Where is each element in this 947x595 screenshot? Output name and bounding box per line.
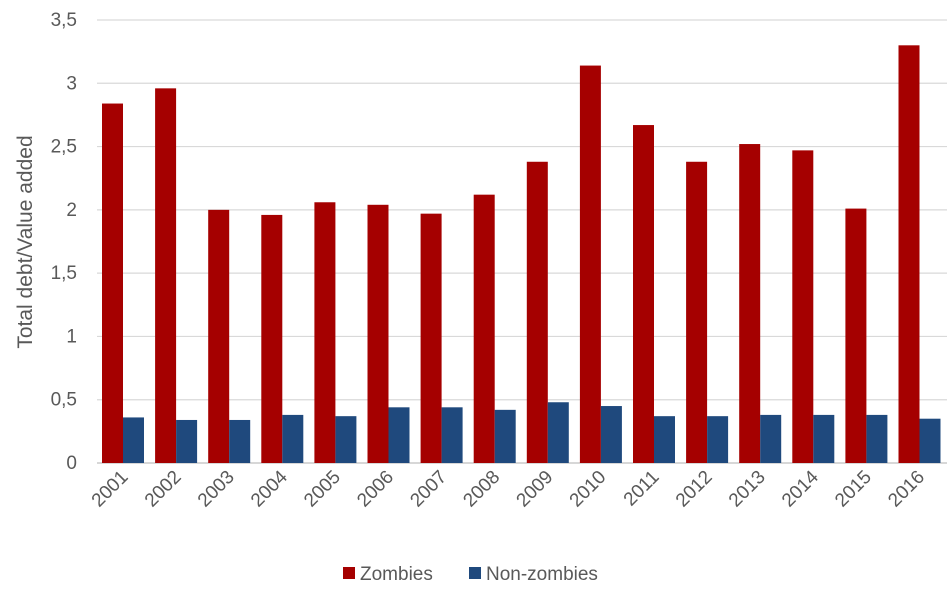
x-tick-label: 2012 <box>672 467 717 512</box>
bar-non-zombies-2012 <box>707 416 729 463</box>
x-tick-label: 2013 <box>725 467 770 512</box>
bar-zombies-2006 <box>367 204 389 463</box>
x-tick-label: 2016 <box>884 467 929 512</box>
bar-zombies-2011 <box>633 125 654 463</box>
bar-non-zombies-2010 <box>600 406 622 463</box>
x-tick-label: 2001 <box>88 467 133 512</box>
legend-swatch-zombies <box>343 567 355 579</box>
bar-zombies-2002 <box>155 88 177 463</box>
bar-zombies-2008 <box>473 194 495 463</box>
y-tick-label: 3 <box>66 73 77 94</box>
y-tick-label: 1,5 <box>51 263 77 284</box>
bar-non-zombies-2009 <box>547 402 569 463</box>
bar-non-zombies-2004 <box>282 414 304 463</box>
y-axis-title: Total debt/Value added <box>14 135 37 348</box>
x-tick-label: 2005 <box>300 467 345 512</box>
bar-non-zombies-2006 <box>388 407 410 463</box>
legend-swatch-non-zombies <box>469 567 481 579</box>
y-tick-label: 2 <box>66 200 77 221</box>
legend-label-zombies: Zombies <box>360 564 433 585</box>
bar-non-zombies-2001 <box>123 417 144 463</box>
bar-zombies-2016 <box>898 45 920 464</box>
bar-zombies-2012 <box>686 161 708 463</box>
bar-zombies-2005 <box>314 202 336 463</box>
bar-zombies-2014 <box>792 150 814 463</box>
bars <box>102 45 941 464</box>
bar-zombies-2013 <box>739 144 761 464</box>
x-axis-ticks: 2001 2002 2003 2004 2005 2006 2007 2008 2009 2010… <box>88 466 929 511</box>
x-tick-label: 2011 <box>620 467 664 511</box>
bar-non-zombies-2014 <box>813 414 835 463</box>
y-axis-ticks: 0 0,5 1 1,5 2 2,5 3 3,5 <box>51 10 77 474</box>
bar-zombies-2003 <box>208 209 230 463</box>
bar-zombies-2015 <box>845 208 867 463</box>
y-tick-label: 1 <box>66 326 77 347</box>
x-tick-label: 2009 <box>513 467 558 512</box>
bar-zombies-2010 <box>579 65 601 464</box>
bar-zombies-2001 <box>102 103 123 463</box>
bar-non-zombies-2011 <box>654 416 675 463</box>
legend: Zombies Non-zombies <box>343 564 598 585</box>
x-tick-label: 2007 <box>406 467 451 512</box>
x-tick-label: 2008 <box>459 467 504 512</box>
bar-non-zombies-2007 <box>441 407 463 463</box>
bar-non-zombies-2002 <box>176 419 198 463</box>
gridlines <box>97 19 947 464</box>
bar-non-zombies-2013 <box>760 414 782 463</box>
x-tick-label: 2014 <box>778 466 823 511</box>
bar-zombies-2004 <box>261 214 283 463</box>
bar-non-zombies-2003 <box>229 419 251 463</box>
x-tick-label: 2006 <box>353 467 398 512</box>
x-tick-label: 2015 <box>831 467 876 512</box>
legend-label-non-zombies: Non-zombies <box>486 564 598 585</box>
y-tick-label: 3,5 <box>51 10 77 31</box>
bar-non-zombies-2008 <box>494 409 516 463</box>
y-tick-label: 0,5 <box>51 390 77 411</box>
bar-non-zombies-2015 <box>866 414 888 463</box>
bar-zombies-2009 <box>526 161 548 463</box>
bar-non-zombies-2005 <box>335 416 357 463</box>
x-tick-label: 2002 <box>141 467 186 512</box>
x-tick-label: 2004 <box>247 466 292 511</box>
y-tick-label: 0 <box>66 453 77 474</box>
bar-zombies-2007 <box>420 213 442 463</box>
bar-non-zombies-2016 <box>919 418 941 463</box>
y-tick-label: 2,5 <box>51 137 77 158</box>
x-tick-label: 2003 <box>194 467 239 512</box>
x-tick-label: 2010 <box>566 467 611 512</box>
